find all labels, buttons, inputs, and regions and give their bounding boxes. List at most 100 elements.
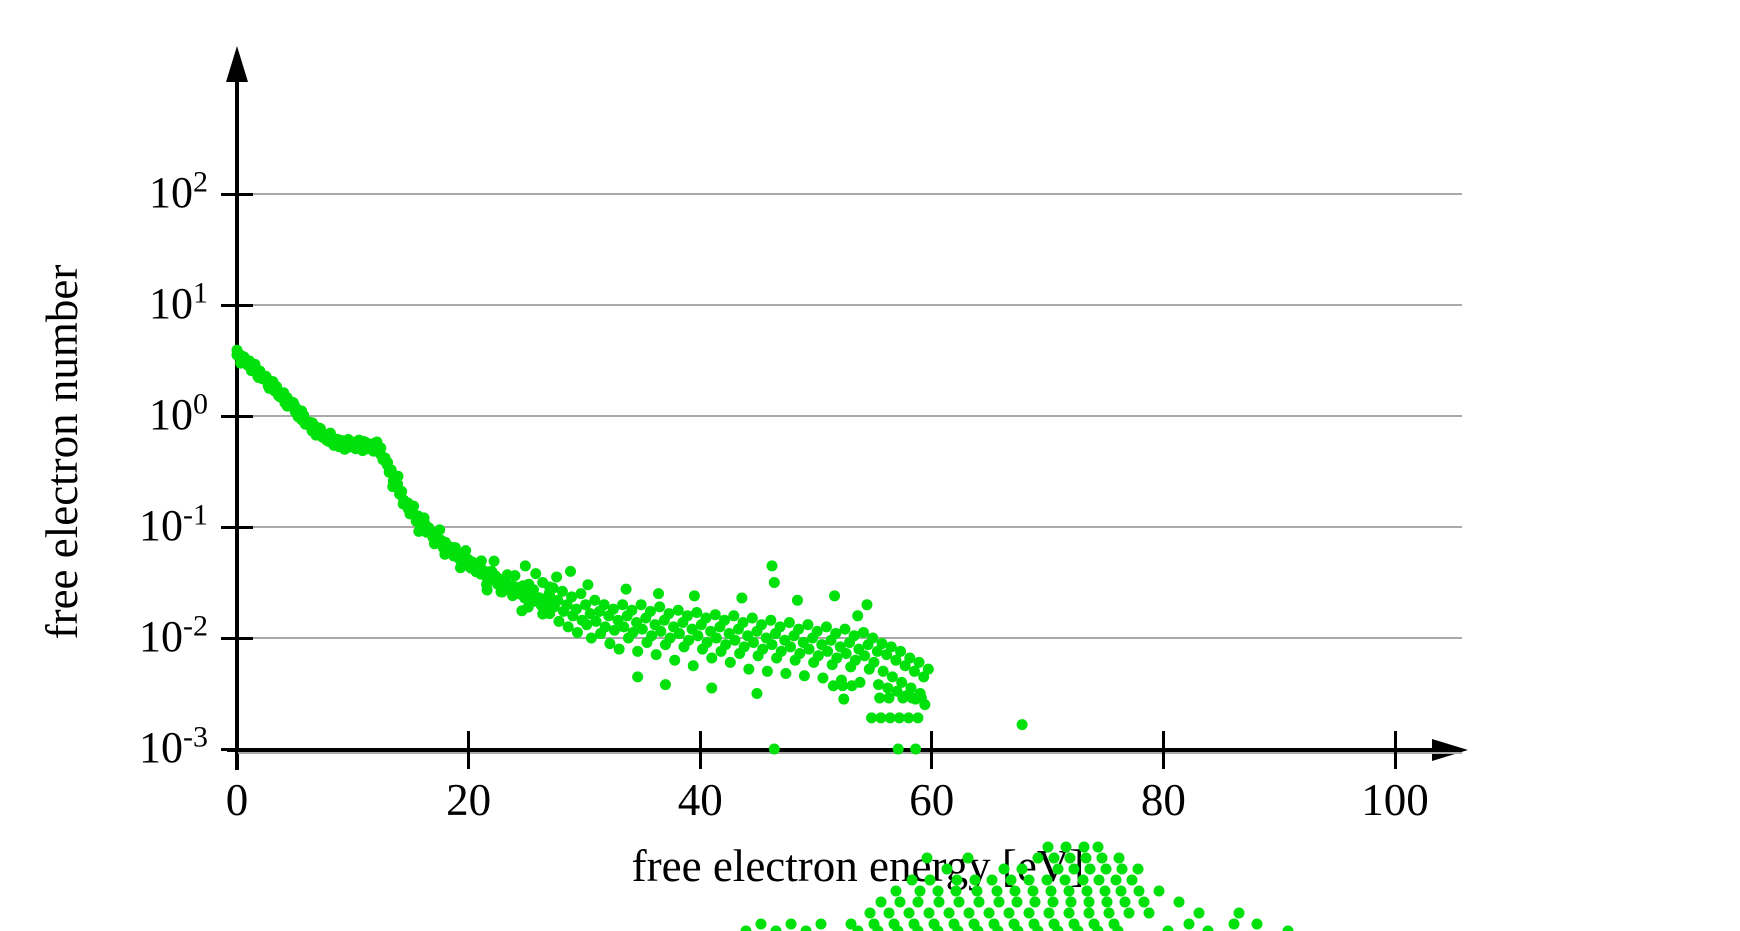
data-point: [893, 712, 905, 724]
data-point: [1083, 907, 1095, 919]
data-point: [1100, 863, 1112, 875]
data-point: [582, 579, 594, 591]
data-point: [672, 604, 684, 616]
data-point: [840, 648, 852, 660]
data-point: [249, 358, 261, 370]
gridline: [238, 526, 1462, 528]
data-point: [852, 610, 864, 622]
data-point: [890, 885, 902, 897]
data-point: [1101, 896, 1113, 908]
data-point: [627, 626, 639, 638]
data-point: [523, 578, 535, 590]
data-point: [1093, 874, 1105, 886]
data-point: [1193, 907, 1205, 919]
data-point: [1009, 885, 1021, 897]
data-point: [607, 603, 619, 615]
y-tick-label: 10-1: [139, 498, 208, 550]
data-point: [547, 582, 559, 594]
data-point: [986, 874, 998, 886]
data-point: [971, 885, 983, 897]
y-tick: [221, 747, 253, 751]
data-point: [1012, 925, 1024, 931]
data-point: [609, 624, 621, 636]
data-point: [1081, 885, 1093, 897]
x-tick: [467, 731, 471, 769]
y-tick-label: 102: [149, 165, 208, 217]
data-point: [709, 609, 721, 621]
x-tick-label: 40: [677, 775, 723, 825]
data-point: [1173, 896, 1185, 908]
data-point: [613, 643, 625, 655]
x-tick-label: 60: [909, 775, 955, 825]
data-point: [885, 641, 897, 653]
data-point: [894, 896, 906, 908]
data-point: [737, 616, 749, 628]
data-point: [932, 925, 944, 931]
data-point: [912, 896, 924, 908]
data-point: [530, 593, 542, 605]
data-point: [1032, 925, 1044, 931]
data-point: [1133, 885, 1145, 897]
data-point: [706, 652, 718, 664]
data-point: [1251, 918, 1263, 930]
data-point: [580, 599, 592, 611]
data-point: [1042, 841, 1054, 853]
data-point: [774, 621, 786, 633]
data-point: [932, 885, 944, 897]
data-point: [589, 594, 601, 606]
data-point: [1059, 874, 1071, 886]
data-point: [890, 654, 902, 666]
data-point: [418, 512, 430, 524]
data-point: [872, 925, 884, 931]
x-tick: [1393, 731, 1397, 769]
data-point: [892, 743, 904, 755]
data-point: [1016, 863, 1028, 875]
data-point: [766, 639, 778, 651]
data-point: [673, 628, 685, 640]
data-point: [1123, 907, 1135, 919]
data-point: [1183, 918, 1195, 930]
data-point: [449, 542, 461, 554]
data-point: [1115, 885, 1127, 897]
y-tick-label: 10-2: [139, 609, 208, 661]
data-point: [408, 500, 420, 512]
data-point: [1103, 907, 1115, 919]
data-point: [897, 692, 909, 704]
data-point: [910, 743, 922, 755]
data-point: [846, 680, 858, 692]
data-point: [1228, 918, 1240, 930]
data-point: [848, 630, 860, 642]
data-point: [553, 615, 565, 627]
data-point: [1202, 925, 1214, 931]
data-point: [1084, 863, 1096, 875]
data-point: [278, 387, 290, 399]
x-tick-label: 80: [1140, 775, 1186, 825]
data-point: [812, 650, 824, 662]
data-point: [1048, 852, 1060, 864]
data-point: [877, 665, 889, 677]
data-point: [738, 641, 750, 653]
data-point: [747, 636, 759, 648]
data-point: [820, 621, 832, 633]
data-point: [906, 692, 918, 704]
data-point: [1138, 896, 1150, 908]
data-point: [1233, 907, 1245, 919]
data-point: [231, 344, 243, 356]
data-point: [756, 619, 768, 631]
data-point: [953, 896, 965, 908]
y-axis-line: [235, 72, 239, 770]
data-point: [746, 612, 758, 624]
data-point: [1113, 852, 1125, 864]
data-point: [817, 672, 829, 684]
data-point: [803, 643, 815, 655]
data-point: [873, 679, 885, 691]
data-point: [382, 456, 394, 468]
data-point: [761, 665, 773, 677]
data-point: [1068, 863, 1080, 875]
data-point: [755, 918, 767, 930]
data-point: [720, 639, 732, 651]
data-point: [743, 663, 755, 675]
data-point: [700, 612, 712, 624]
data-point: [604, 638, 616, 650]
